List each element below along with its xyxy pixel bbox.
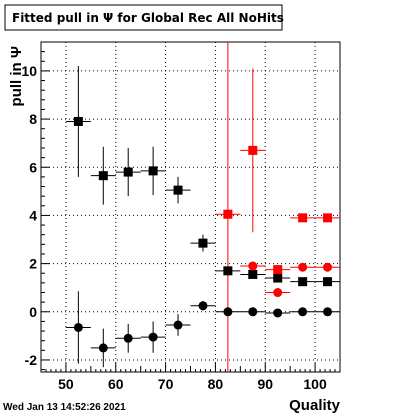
data-point-square bbox=[98, 171, 108, 181]
data-point-square bbox=[323, 213, 333, 223]
data-point-square bbox=[273, 273, 283, 283]
x-tick-label: 50 bbox=[58, 376, 74, 392]
y-tick-label: 8 bbox=[29, 111, 37, 127]
data-point-square bbox=[198, 238, 208, 248]
series-square-red bbox=[215, 68, 340, 275]
data-point-circle bbox=[123, 333, 133, 343]
data-point-circle bbox=[198, 301, 208, 311]
data-point-circle bbox=[298, 307, 308, 317]
data-point-square bbox=[298, 213, 308, 223]
data-point-circle bbox=[298, 262, 308, 272]
timestamp: Wed Jan 13 14:52:26 2021 bbox=[3, 402, 126, 413]
y-tick-label: 4 bbox=[29, 207, 37, 223]
data-point-circle bbox=[223, 307, 233, 317]
data-point-square bbox=[273, 265, 283, 275]
data-point-square bbox=[323, 277, 333, 287]
data-point-square bbox=[223, 266, 233, 276]
data-point-circle bbox=[248, 261, 258, 271]
data-point-circle bbox=[323, 262, 333, 272]
y-tick-label: -2 bbox=[25, 352, 38, 368]
x-tick-label: 60 bbox=[108, 376, 124, 392]
x-axis-title: Quality bbox=[289, 397, 341, 414]
series-circle-red bbox=[240, 261, 340, 298]
data-point-square bbox=[173, 185, 183, 195]
data-point-circle bbox=[173, 320, 183, 330]
data-point-circle bbox=[98, 343, 108, 353]
x-tick-label: 80 bbox=[208, 376, 224, 392]
y-tick-label: 2 bbox=[29, 256, 37, 272]
axes: 50 60 70 80 90 100 -2 0 2 4 6 8 10 bbox=[21, 51, 341, 392]
data-point-circle bbox=[323, 307, 333, 317]
y-axis-title: pull in Ψ bbox=[8, 46, 25, 106]
y-tick-label: 10 bbox=[21, 63, 37, 79]
x-tick-label: 70 bbox=[158, 376, 174, 392]
x-tick-label: 100 bbox=[303, 376, 327, 392]
data-marks bbox=[65, 66, 340, 368]
series-square-black bbox=[65, 66, 340, 287]
x-tick-label: 90 bbox=[257, 376, 273, 392]
data-point-square bbox=[123, 167, 133, 177]
series-circle-black bbox=[65, 291, 340, 368]
title-box bbox=[4, 4, 283, 31]
data-point-square bbox=[73, 116, 83, 126]
data-point-square bbox=[298, 277, 308, 287]
data-point-circle bbox=[148, 332, 158, 342]
data-point-circle bbox=[73, 322, 83, 332]
data-point-circle bbox=[248, 307, 258, 317]
data-point-square bbox=[248, 145, 258, 155]
y-tick-label: 6 bbox=[29, 159, 37, 175]
plot-frame bbox=[40, 41, 341, 373]
data-point-square bbox=[148, 166, 158, 176]
data-point-square bbox=[223, 209, 233, 219]
data-point-circle bbox=[273, 288, 283, 298]
chart-title: Fitted pull in Ψ for Global Rec All NoHi… bbox=[12, 11, 284, 25]
data-point-circle bbox=[273, 308, 283, 318]
data-point-square bbox=[248, 269, 258, 279]
y-tick-label: 0 bbox=[29, 304, 37, 320]
